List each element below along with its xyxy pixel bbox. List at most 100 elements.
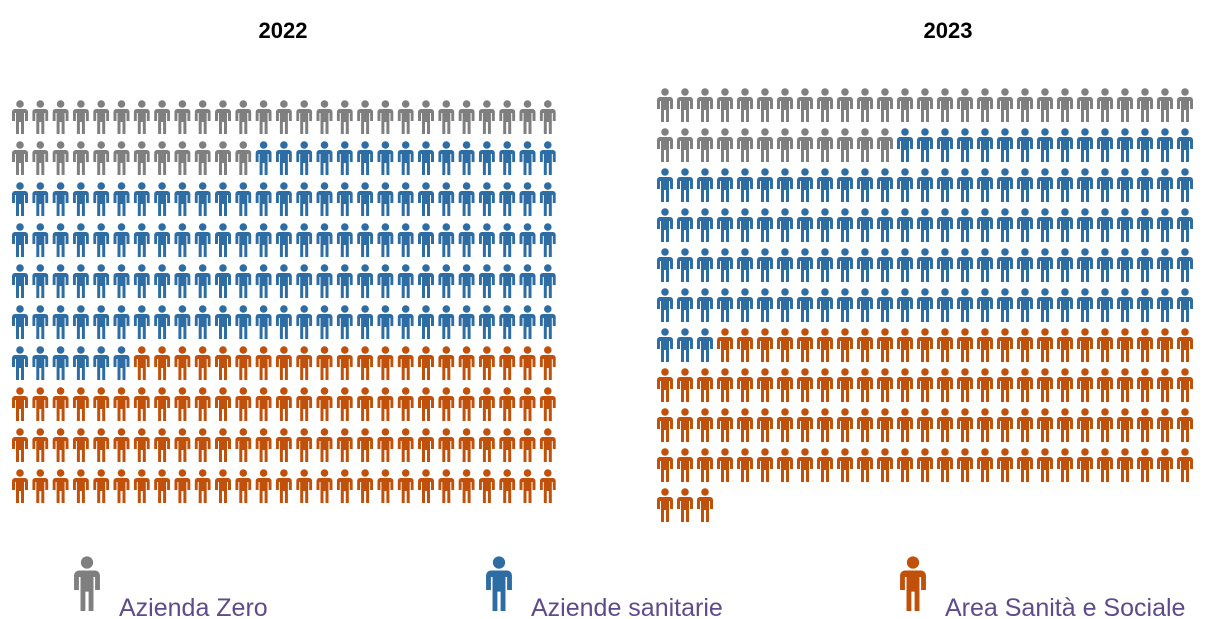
person-icon: [1137, 208, 1153, 242]
person-icon: [194, 100, 211, 134]
person-icon: [817, 328, 833, 362]
person-icon: [1157, 408, 1173, 442]
person-icon: [1177, 128, 1193, 162]
person-icon: [877, 168, 893, 202]
person-icon: [1177, 408, 1193, 442]
person-icon: [1057, 408, 1073, 442]
person-icon: [1017, 288, 1033, 322]
person-icon: [397, 182, 414, 216]
person-icon: [737, 408, 753, 442]
person-icon: [377, 141, 394, 175]
person-icon: [717, 368, 733, 402]
person-icon: [235, 305, 252, 339]
person-icon: [977, 448, 993, 482]
person-icon: [957, 288, 973, 322]
person-icon: [194, 141, 211, 175]
person-icon: [757, 448, 773, 482]
person-icon: [917, 288, 933, 322]
person-icon: [418, 428, 434, 462]
person-icon: [897, 328, 913, 362]
person-icon: [133, 469, 150, 503]
person-icon: [113, 469, 130, 503]
person-icon: [316, 469, 333, 503]
person-icon: [357, 100, 374, 134]
person-icon: [336, 387, 353, 421]
person-icon: [194, 428, 211, 462]
person-icon: [837, 328, 853, 362]
person-icon: [235, 141, 252, 175]
person-icon: [1037, 128, 1053, 162]
person-icon: [12, 469, 28, 503]
person-icon: [174, 469, 191, 503]
person-icon: [418, 182, 434, 216]
person-icon: [357, 305, 374, 339]
person-icon: [1157, 368, 1173, 402]
person-icon: [255, 100, 272, 134]
person-icon: [937, 248, 953, 282]
person-icon: [458, 428, 475, 462]
person-icon: [12, 223, 28, 257]
person-icon: [275, 182, 292, 216]
person-icon: [296, 469, 313, 503]
person-icon: [997, 208, 1013, 242]
person-icon: [1057, 208, 1073, 242]
person-icon: [1097, 408, 1113, 442]
person-icon: [657, 248, 673, 282]
person-icon: [539, 305, 556, 339]
person-icon: [997, 128, 1013, 162]
person-icon: [215, 428, 231, 462]
person-icon: [1097, 88, 1113, 122]
person-icon: [275, 346, 292, 380]
person-icon: [316, 428, 333, 462]
person-icon: [977, 408, 993, 442]
person-icon: [737, 328, 753, 362]
person-icon: [1057, 248, 1073, 282]
legend-icon: [74, 556, 100, 611]
person-icon: [937, 168, 953, 202]
person-icon: [697, 168, 713, 202]
person-icon: [357, 428, 374, 462]
person-icon: [499, 223, 516, 257]
person-icon: [817, 368, 833, 402]
person-icon: [1137, 408, 1153, 442]
person-icon: [917, 168, 933, 202]
person-icon: [397, 100, 414, 134]
person-icon: [296, 264, 313, 298]
person-icon: [1117, 128, 1133, 162]
person-icon: [677, 288, 693, 322]
person-icon: [539, 346, 556, 380]
person-icon: [499, 141, 516, 175]
person-icon: [174, 223, 191, 257]
person-icon: [1037, 168, 1053, 202]
person-icon: [697, 368, 713, 402]
person-icon: [797, 168, 813, 202]
person-icon: [336, 469, 353, 503]
person-icon: [174, 141, 191, 175]
person-icon: [937, 128, 953, 162]
person-icon: [32, 141, 49, 175]
person-icon: [296, 428, 313, 462]
person-icon: [697, 88, 713, 122]
person-icon: [877, 88, 893, 122]
person-icon: [215, 182, 231, 216]
person-icon: [275, 469, 292, 503]
person-icon: [113, 428, 130, 462]
person-icon: [397, 223, 414, 257]
person-icon: [977, 328, 993, 362]
person-icon: [52, 346, 69, 380]
person-icon: [52, 264, 69, 298]
person-icon: [93, 182, 110, 216]
person-icon: [937, 368, 953, 402]
person-icon: [857, 368, 873, 402]
person-icon: [817, 448, 833, 482]
person-icon: [1037, 288, 1053, 322]
person-icon: [519, 469, 536, 503]
person-icon: [458, 141, 475, 175]
person-icon: [777, 128, 793, 162]
person-icon: [1157, 288, 1173, 322]
person-icon: [255, 182, 272, 216]
person-icon: [777, 208, 793, 242]
person-icon: [93, 264, 110, 298]
person-icon: [113, 100, 130, 134]
